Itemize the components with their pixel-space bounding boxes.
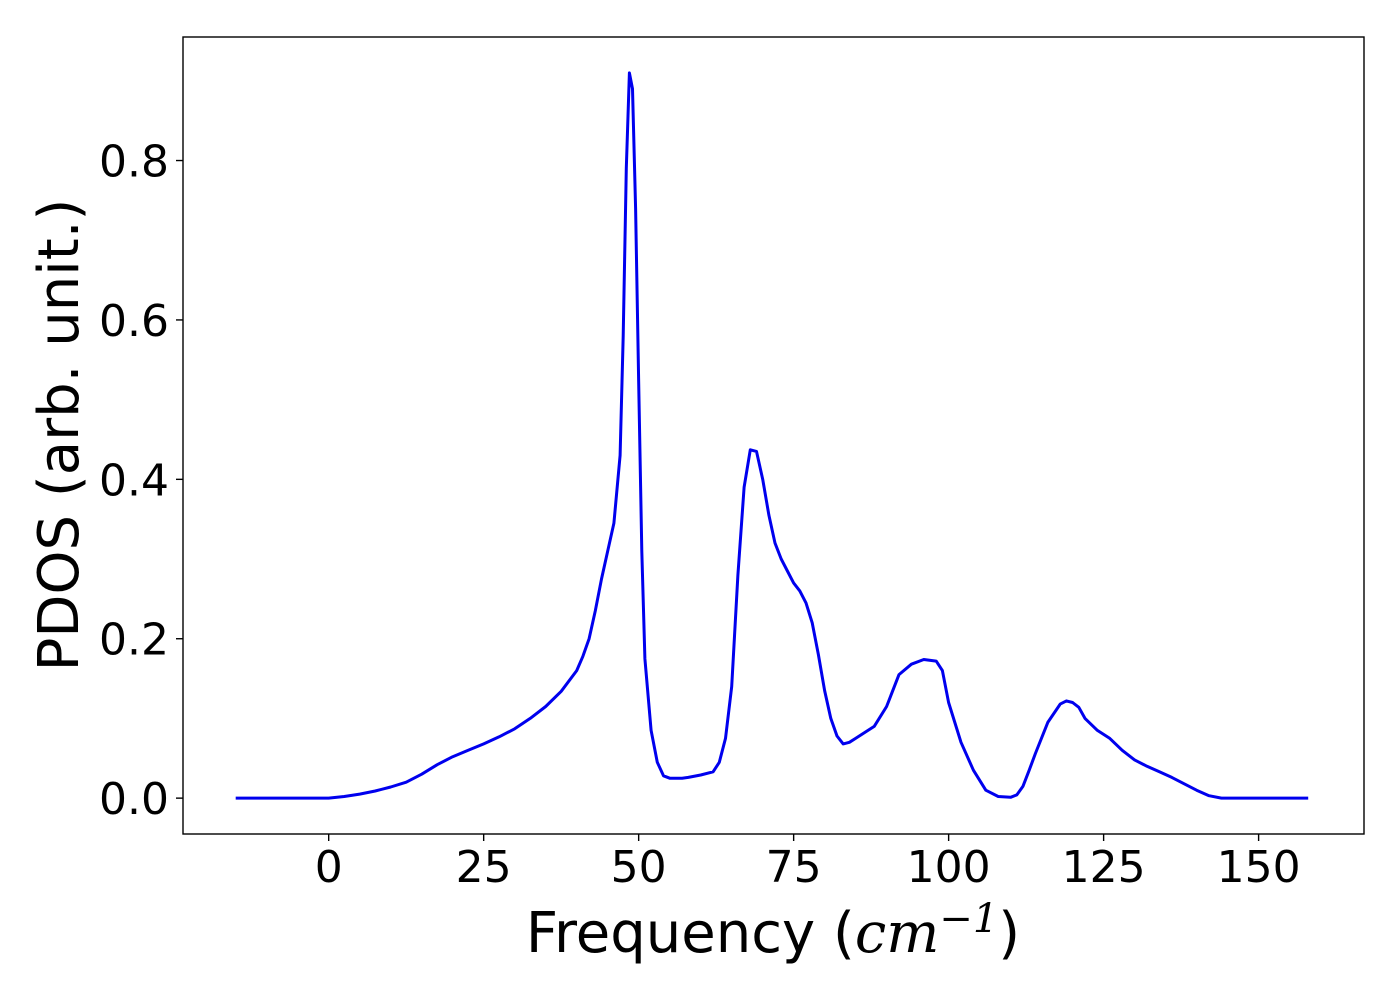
y-tick-label: 0.4 bbox=[99, 455, 169, 506]
plot-frame bbox=[182, 36, 1365, 835]
x-tick-label: 0 bbox=[315, 842, 343, 893]
pdos-series-line bbox=[235, 71, 1309, 800]
x-tick-label: 100 bbox=[907, 842, 991, 893]
y-tick-label: 0.8 bbox=[99, 137, 169, 188]
y-axis-ticks: 0.0 0.2 0.4 0.6 0.8 bbox=[99, 137, 183, 825]
x-tick-label: 50 bbox=[611, 842, 667, 893]
x-tick-label: 150 bbox=[1217, 842, 1301, 893]
y-tick-label: 0.6 bbox=[99, 296, 169, 347]
x-axis-ticks: 0 25 50 75 100 125 150 bbox=[315, 834, 1301, 893]
x-axis-label: Frequency (cm−1) bbox=[526, 896, 1020, 966]
x-tick-label: 25 bbox=[456, 842, 512, 893]
y-tick-label: 0.0 bbox=[99, 774, 169, 825]
y-axis-label: PDOS (arb. unit.) bbox=[27, 199, 92, 672]
x-tick-label: 125 bbox=[1062, 842, 1146, 893]
y-tick-label: 0.2 bbox=[99, 615, 169, 666]
x-tick-label: 75 bbox=[766, 842, 822, 893]
